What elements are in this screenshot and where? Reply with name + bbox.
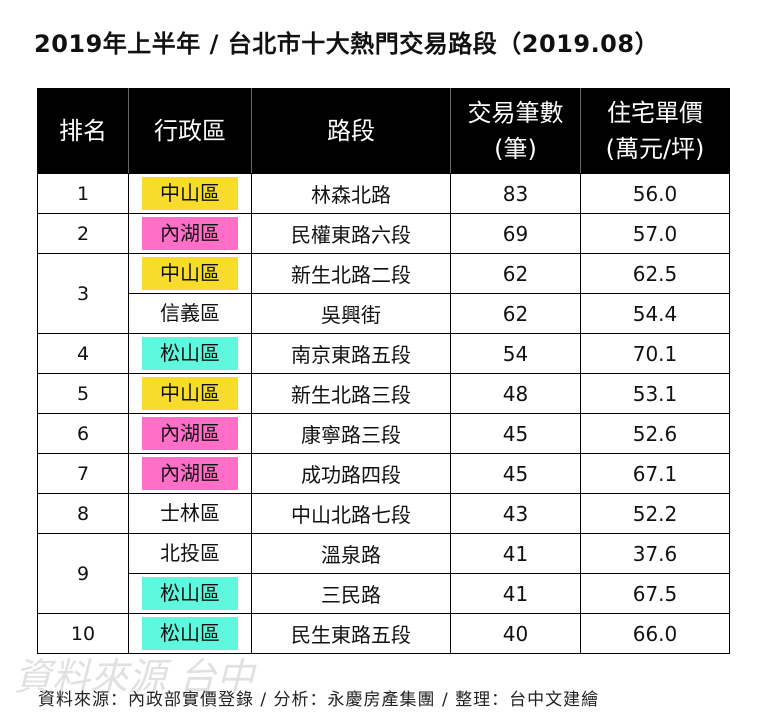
header-rank: 排名 [37, 88, 129, 174]
price-cell: 67.1 [580, 453, 730, 494]
table-row: 7 內湖區 成功路四段 45 67.1 [37, 453, 730, 494]
page-title: 2019年上半年 / 台北市十大熱門交易路段（2019.08） [34, 30, 660, 58]
road-cell: 民生東路五段 [251, 613, 451, 654]
table-row: 5 中山區 新生北路三段 48 53.1 [37, 373, 730, 414]
table-body: 1 中山區 林森北路 83 56.0 2 內湖區 民權東路六段 69 57.0 3 中山區 新生北路二段… [37, 173, 730, 654]
volume-cell: 45 [450, 453, 581, 494]
district-cell: 松山區 [128, 333, 252, 374]
header-price-line1: 住宅單價 [607, 99, 703, 127]
district-label: 中山區 [142, 257, 238, 290]
table-row: 松山區 三民路 41 67.5 [38, 573, 730, 614]
district-label: 信義區 [160, 301, 220, 325]
price-cell: 57.0 [580, 213, 730, 254]
rank-cell: 2 [37, 213, 129, 254]
district-cell: 北投區 [128, 533, 252, 574]
rank-cell: 1 [37, 173, 129, 214]
price-cell: 54.4 [580, 293, 730, 334]
volume-cell: 54 [450, 333, 581, 374]
district-label: 內湖區 [142, 417, 238, 450]
price-cell: 53.1 [580, 373, 730, 414]
price-cell: 67.5 [580, 573, 730, 614]
rank-cell: 3 [37, 253, 129, 334]
road-cell: 新生北路三段 [251, 373, 451, 414]
price-cell: 66.0 [580, 613, 730, 654]
header-volume-line2: (筆) [494, 135, 537, 163]
volume-cell: 45 [450, 413, 581, 454]
rank-cell: 9 [37, 533, 129, 614]
road-cell: 南京東路五段 [251, 333, 451, 374]
header-price: 住宅單價 (萬元/坪) [580, 88, 730, 174]
volume-cell: 43 [450, 493, 581, 534]
road-cell: 三民路 [251, 573, 451, 614]
rank-cell: 8 [37, 493, 129, 534]
road-cell: 新生北路二段 [251, 253, 451, 294]
district-label: 中山區 [142, 177, 238, 210]
header-road: 路段 [251, 88, 451, 174]
road-cell: 吳興街 [251, 293, 451, 334]
road-cell: 成功路四段 [251, 453, 451, 494]
district-cell: 松山區 [128, 613, 252, 654]
volume-cell: 41 [450, 573, 581, 614]
district-cell: 信義區 [128, 293, 252, 334]
table-row: 3 中山區 新生北路二段 62 62.5 [37, 253, 730, 334]
ranking-table: 排名 行政區 路段 交易筆數 (筆) 住宅單價 (萬元/坪) 1 中山區 林森北路 8… [37, 88, 730, 654]
district-cell: 中山區 [128, 373, 252, 414]
volume-cell: 62 [450, 293, 581, 334]
header-district: 行政區 [128, 88, 252, 174]
road-cell: 溫泉路 [251, 533, 451, 574]
header-price-line2: (萬元/坪) [605, 135, 705, 163]
rank-cell: 10 [37, 613, 129, 654]
district-cell: 中山區 [128, 173, 252, 214]
volume-cell: 69 [450, 213, 581, 254]
table-row: 2 內湖區 民權東路六段 69 57.0 [37, 213, 730, 254]
volume-cell: 40 [450, 613, 581, 654]
table-row: 信義區 吳興街 62 54.4 [38, 293, 730, 334]
table-header-row: 排名 行政區 路段 交易筆數 (筆) 住宅單價 (萬元/坪) [37, 88, 730, 174]
road-cell: 林森北路 [251, 173, 451, 214]
volume-cell: 48 [450, 373, 581, 414]
header-volume-line1: 交易筆數 [467, 99, 564, 127]
district-cell: 松山區 [128, 573, 252, 614]
rank-cell: 5 [37, 373, 129, 414]
table-row: 6 內湖區 康寧路三段 45 52.6 [37, 413, 730, 454]
price-cell: 52.2 [580, 493, 730, 534]
district-label: 北投區 [160, 541, 220, 565]
table-row: 9 北投區 溫泉路 41 37.6 [37, 533, 730, 614]
source-footer: 資料來源：內政部實價登錄 / 分析：永慶房產集團 / 整理：台中文建繪 [38, 690, 600, 710]
price-cell: 62.5 [580, 253, 730, 294]
district-label: 內湖區 [142, 217, 238, 250]
district-cell: 士林區 [128, 493, 252, 534]
district-label: 松山區 [142, 337, 238, 370]
price-cell: 70.1 [580, 333, 730, 374]
district-label: 士林區 [160, 501, 220, 525]
header-volume: 交易筆數 (筆) [450, 88, 581, 174]
district-label: 內湖區 [142, 457, 238, 490]
road-cell: 中山北路七段 [251, 493, 451, 534]
table-row: 1 中山區 林森北路 83 56.0 [37, 173, 730, 214]
rank-cell: 4 [37, 333, 129, 374]
district-cell: 內湖區 [128, 413, 252, 454]
table-row: 4 松山區 南京東路五段 54 70.1 [37, 333, 730, 374]
volume-cell: 83 [450, 173, 581, 214]
district-cell: 內湖區 [128, 213, 252, 254]
table-row: 10 松山區 民生東路五段 40 66.0 [37, 613, 730, 654]
rank-cell: 7 [37, 453, 129, 494]
road-cell: 康寧路三段 [251, 413, 451, 454]
district-label: 中山區 [142, 377, 238, 410]
price-cell: 56.0 [580, 173, 730, 214]
district-cell: 內湖區 [128, 453, 252, 494]
table-row: 8 士林區 中山北路七段 43 52.2 [37, 493, 730, 534]
volume-cell: 62 [450, 253, 581, 294]
road-cell: 民權東路六段 [251, 213, 451, 254]
price-cell: 52.6 [580, 413, 730, 454]
district-cell: 中山區 [128, 253, 252, 294]
rank-cell: 6 [37, 413, 129, 454]
volume-cell: 41 [450, 533, 581, 574]
price-cell: 37.6 [580, 533, 730, 574]
watermark-logo: 資料來源 台中 [14, 655, 255, 699]
district-label: 松山區 [142, 577, 238, 610]
district-label: 松山區 [142, 617, 238, 650]
